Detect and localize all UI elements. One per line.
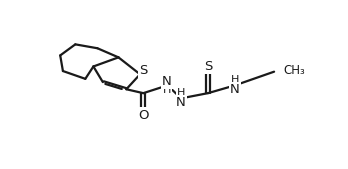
Text: O: O — [138, 109, 149, 122]
Text: N: N — [162, 75, 172, 88]
Text: N: N — [176, 96, 186, 109]
Text: H: H — [231, 75, 239, 85]
Text: H: H — [163, 85, 171, 95]
Text: S: S — [204, 60, 212, 73]
Text: N: N — [230, 83, 240, 96]
Text: H: H — [177, 88, 185, 98]
Text: S: S — [139, 64, 148, 77]
Text: CH₃: CH₃ — [284, 64, 305, 77]
